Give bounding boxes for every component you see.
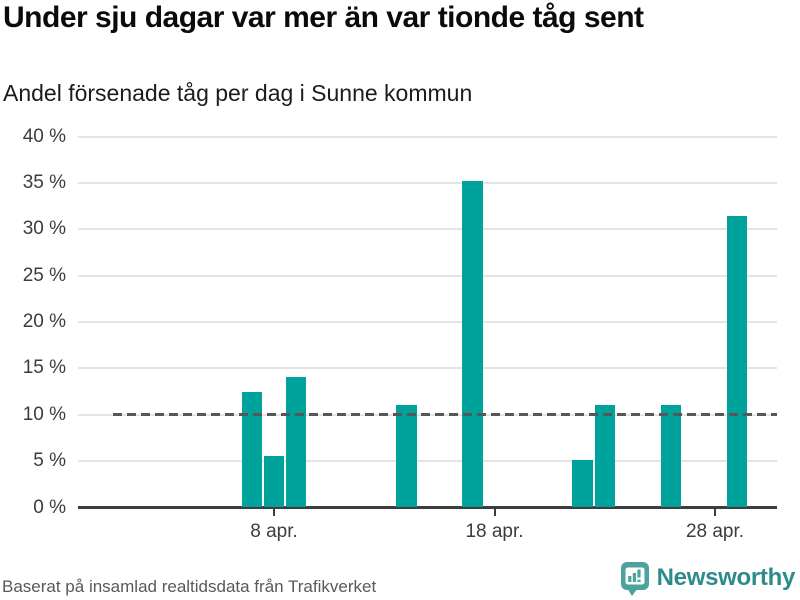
x-tick-mark-28 — [714, 509, 716, 516]
newsworthy-logo: Newsworthy — [620, 561, 795, 597]
x-tick-label: 18 apr. — [465, 521, 524, 542]
y-tick-label: 15 % — [22, 357, 66, 379]
gridline-5 — [78, 460, 777, 463]
x-tick-mark-8 — [273, 509, 275, 516]
newsworthy-logo-icon — [620, 562, 649, 596]
gridline-35 — [78, 181, 777, 184]
bar-17-apr — [462, 181, 483, 508]
bar-23-apr — [594, 404, 615, 508]
gridline-20 — [78, 321, 777, 323]
y-tick-label: 20 % — [22, 311, 66, 332]
bar-14-apr — [396, 404, 417, 508]
y-tick-label: 30 % — [22, 218, 66, 240]
gridline-25 — [78, 274, 777, 277]
y-tick-label: 0 % — [33, 496, 66, 518]
newsworthy-wordmark: Newsworthy — [656, 564, 796, 591]
gridline-30 — [78, 228, 777, 231]
y-tick-label: 25 % — [22, 264, 66, 286]
x-tick-label: 28 apr. — [685, 521, 745, 542]
gridline-40 — [78, 135, 777, 138]
gridline-15 — [78, 367, 777, 370]
bar-9-apr — [285, 376, 307, 508]
bar-26-apr — [660, 404, 682, 508]
bar-8-apr — [263, 455, 285, 508]
x-axis-line — [78, 506, 777, 509]
y-tick-label: 10 % — [22, 403, 66, 425]
chart-subtitle: Andel försenade tåg per dag i Sunne komm… — [3, 80, 473, 106]
chart-title: Under sju dagar var mer än var tionde tå… — [3, 1, 644, 34]
x-tick-label: 8 apr. — [250, 521, 298, 542]
y-tick-label: 5 % — [33, 450, 66, 472]
bar-29-apr — [726, 216, 748, 508]
y-tick-label: 35 % — [22, 171, 66, 193]
bar-22-apr — [572, 460, 593, 508]
x-tick-mark-18 — [493, 509, 496, 516]
bar-7-apr — [241, 392, 263, 508]
y-tick-label: 40 % — [22, 125, 66, 147]
source-note: Baserat på insamlad realtidsdata från Tr… — [2, 577, 377, 596]
reference-line-10pct — [113, 413, 777, 417]
